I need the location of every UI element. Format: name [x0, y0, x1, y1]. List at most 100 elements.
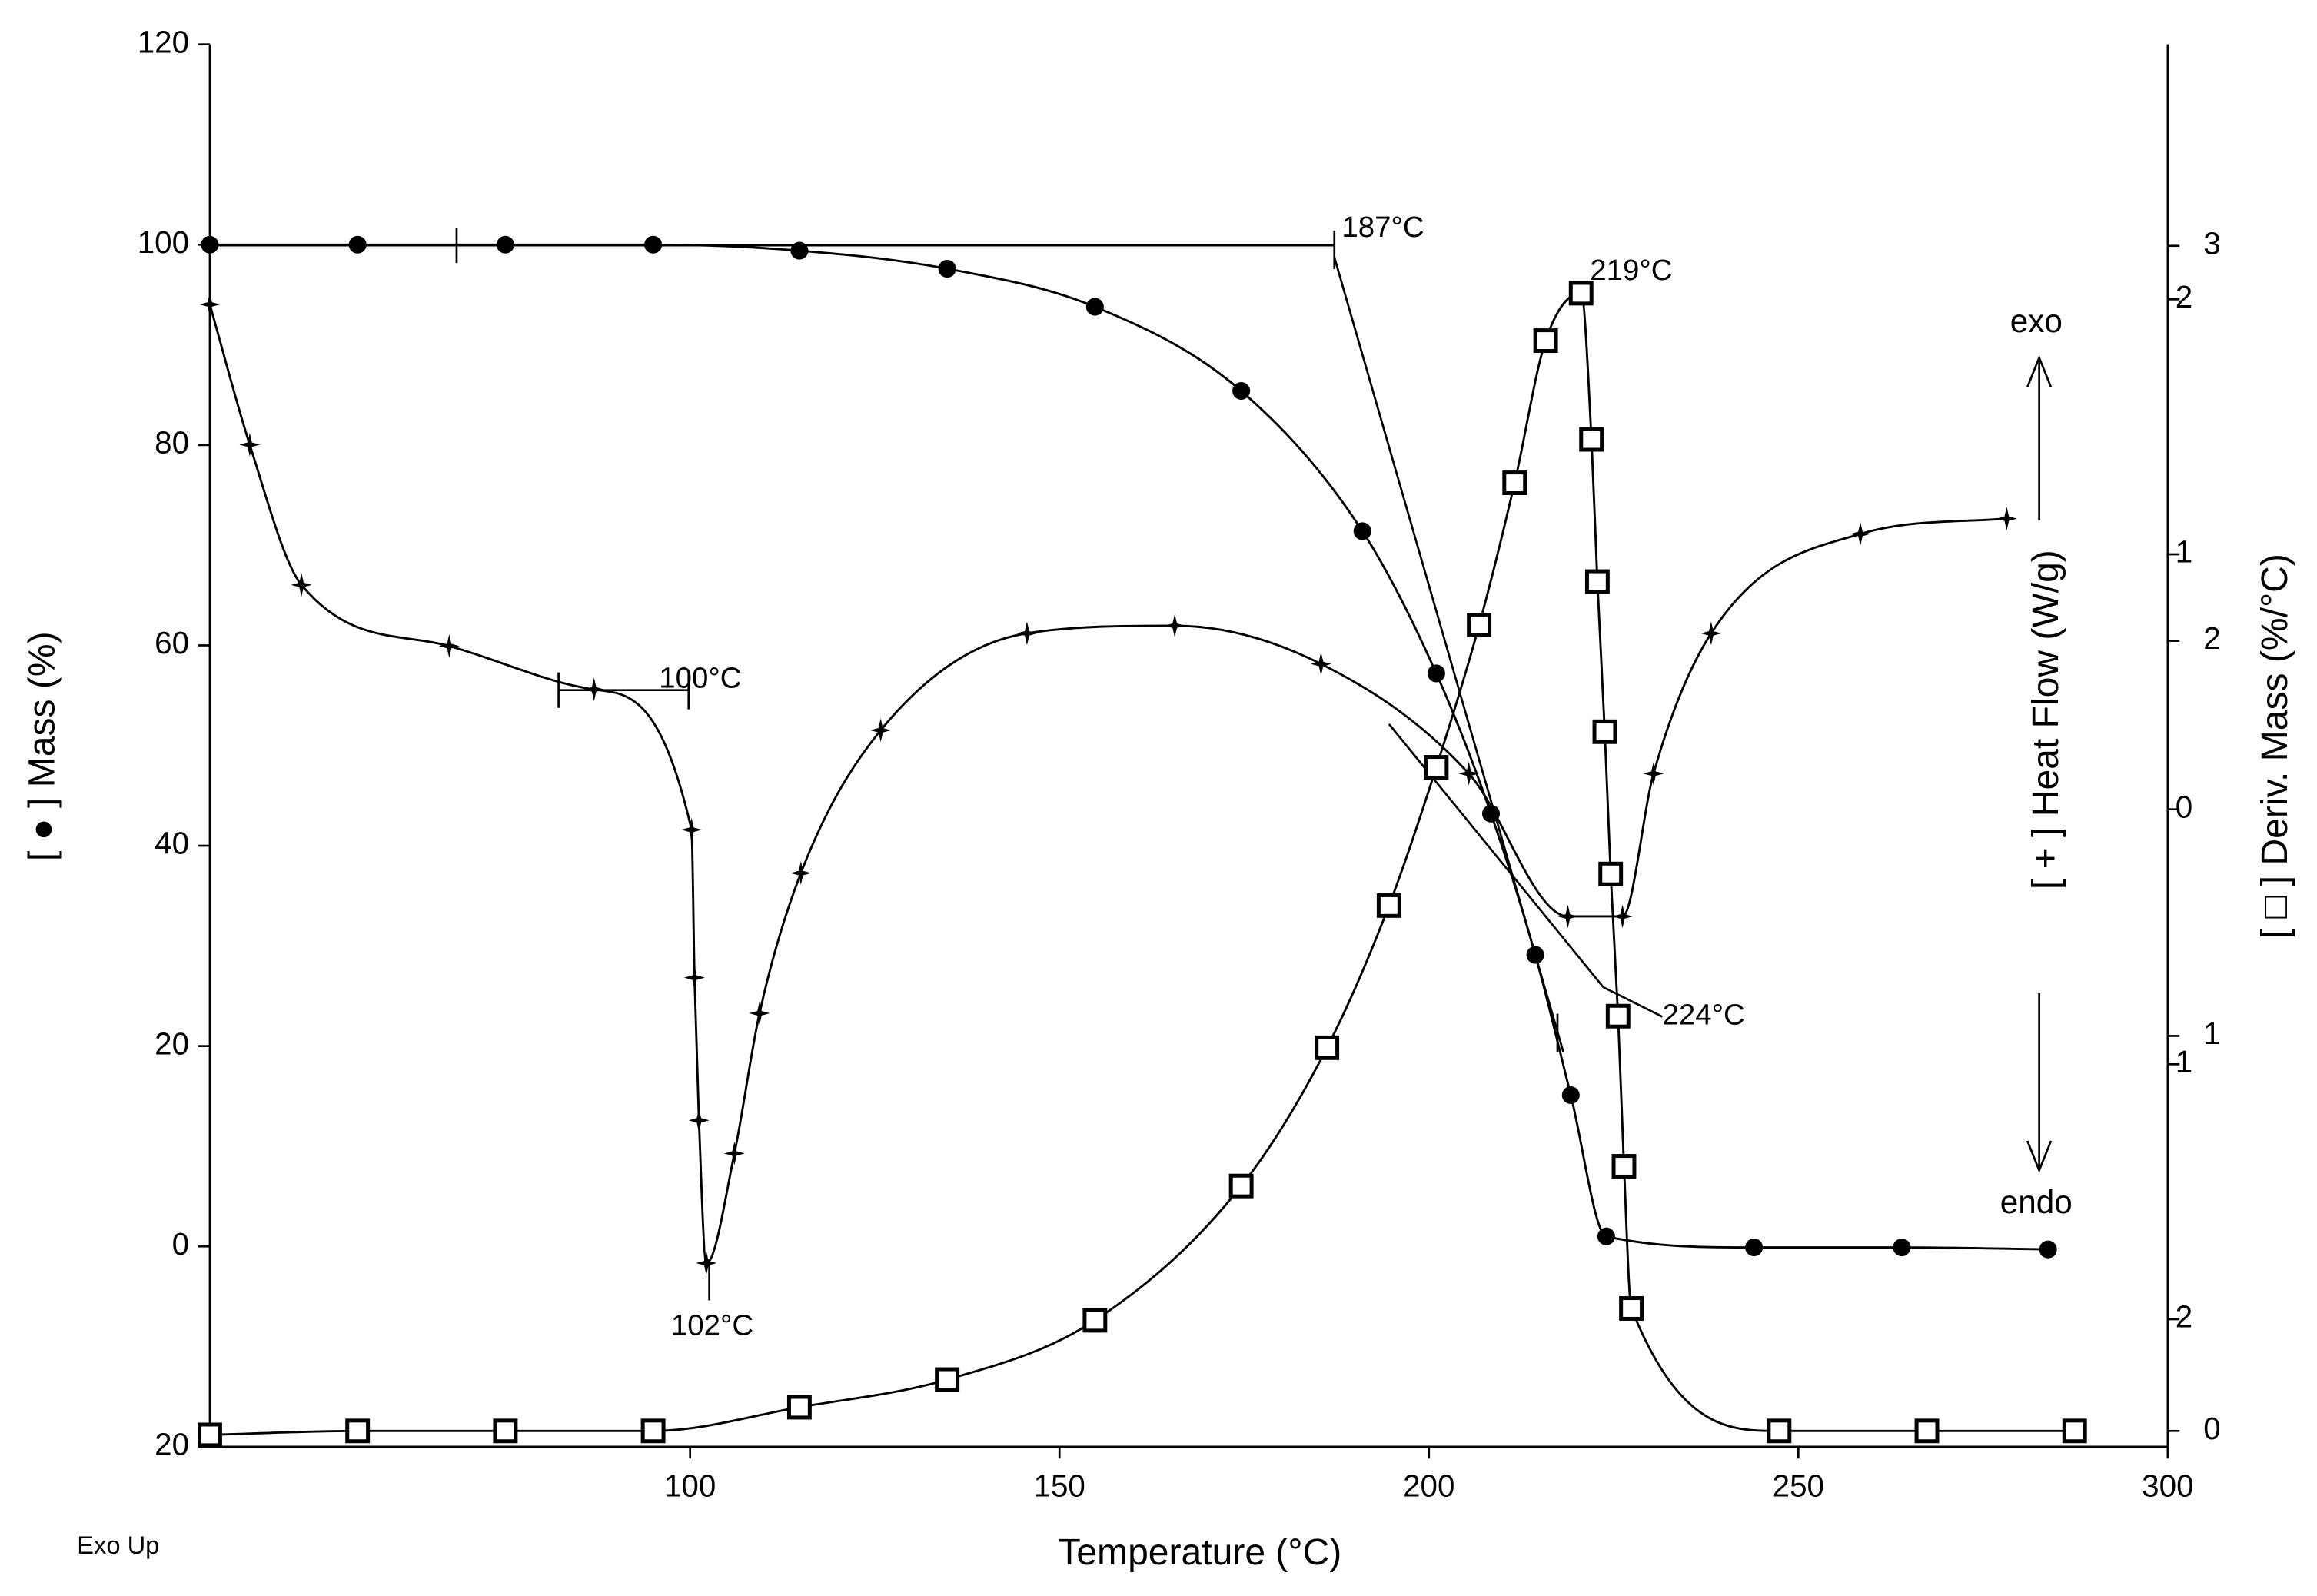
marker-square [345, 1418, 371, 1444]
marker-square [1467, 613, 1492, 637]
y-tick-label: 80 [155, 425, 189, 461]
marker-square [1502, 470, 1527, 496]
series-line [209, 243, 2049, 1251]
x-tick-label: 300 [2142, 1468, 2193, 1503]
marker-circle [790, 241, 809, 260]
marker-plus [1458, 761, 1480, 786]
marker-plus [1164, 613, 1185, 638]
y3-tick-label: 3 [2203, 225, 2220, 261]
marker-plus [1016, 621, 1038, 646]
marker-circle [1427, 664, 1445, 683]
marker-circle [644, 235, 663, 254]
tangent-line [1388, 723, 1604, 988]
y2-tick-label: 1 [2176, 1044, 2192, 1079]
marker-plus [1850, 522, 1871, 546]
y3-tick-label: 0 [2203, 1411, 2220, 1446]
annotation: exo [2010, 303, 2063, 339]
marker-plus [1310, 652, 1331, 677]
marker-square [197, 1422, 222, 1448]
marker-circle [1353, 522, 1371, 540]
marker-circle [1893, 1239, 1911, 1257]
marker-square [1914, 1418, 1940, 1444]
y-tick-label: 20 [155, 1426, 189, 1461]
marker-plus [870, 718, 892, 743]
marker-plus [199, 292, 221, 317]
marker-plus [1612, 904, 1634, 929]
marker-circle [938, 260, 956, 278]
series-line [209, 291, 2075, 1436]
y-tick-label: 0 [172, 1226, 189, 1262]
leader-line [1602, 986, 1664, 1018]
marker-plus [1996, 507, 2017, 530]
marker-square [935, 1367, 960, 1392]
marker-square [1598, 861, 1624, 886]
marker-square [1315, 1035, 1340, 1060]
marker-plus [291, 573, 312, 597]
marker-plus [239, 433, 261, 457]
exo-up-note: Exo Up [77, 1531, 159, 1559]
marker-square [640, 1418, 666, 1444]
marker-plus [583, 677, 605, 702]
annotation: endo [2000, 1184, 2073, 1220]
y2-tick-label: 2 [2176, 279, 2192, 314]
marker-plus [723, 1142, 745, 1165]
y3-tick-label: 2 [2203, 620, 2220, 656]
annotation: 187°C [1341, 211, 1424, 244]
marker-circle [201, 235, 219, 254]
marker-circle [1561, 1086, 1580, 1105]
y2-tick-label: 2 [2176, 1299, 2192, 1335]
marker-circle [1085, 298, 1104, 316]
marker-circle [1232, 381, 1251, 401]
marker-plus [790, 861, 812, 885]
marker-square [1584, 569, 1610, 594]
marker-circle [1745, 1239, 1764, 1257]
marker-square [493, 1418, 518, 1444]
annotation: 224°C [1662, 999, 1744, 1032]
marker-circle [496, 235, 514, 254]
marker-circle [348, 235, 367, 254]
x-tick-label: 100 [664, 1468, 716, 1503]
y-axis-title: [ ● ] Mass (%) [22, 631, 62, 861]
marker-square [1568, 281, 1594, 306]
series [201, 235, 2057, 1259]
y-tick-label: 60 [155, 625, 189, 660]
annotation: 102°C [671, 1308, 753, 1342]
series [199, 292, 2017, 1275]
marker-circle [1597, 1227, 1615, 1245]
annotation: 219°C [1590, 254, 1672, 287]
marker-circle [1526, 946, 1544, 964]
y2-tick-label: 1 [2176, 534, 2192, 570]
marker-circle [1481, 804, 1501, 823]
layout [208, 44, 2169, 1448]
y3-axis-title: [ □ ] Deriv. Mass (%/°C) [2255, 554, 2295, 939]
marker-square [1605, 1003, 1631, 1029]
arrow-head [2026, 1140, 2053, 1174]
marker-square [786, 1395, 812, 1420]
arrow-head [2026, 354, 2053, 388]
marker-square [1082, 1308, 1108, 1333]
annotation: 100°C [659, 661, 741, 694]
marker-square [1592, 719, 1617, 744]
marker-square [1579, 427, 1604, 452]
y3-tick-label: 1 [2203, 1016, 2220, 1051]
series [197, 281, 2087, 1448]
y-tick-label: 100 [138, 224, 189, 260]
marker-square [2062, 1418, 2087, 1444]
marker-square [1376, 893, 1401, 918]
marker-square [1619, 1296, 1644, 1321]
marker-plus [696, 1251, 717, 1275]
y2-axis-title: [ + ] Heat Flow (W/g) [2026, 550, 2066, 889]
x-tick-label: 200 [1403, 1468, 1454, 1503]
x-tick-label: 250 [1773, 1468, 1824, 1503]
series-line [208, 304, 2007, 1265]
y-tick-label: 20 [155, 1026, 189, 1061]
x-axis-title: Temperature (°C) [1058, 1532, 1341, 1573]
marker-square [1767, 1418, 1792, 1444]
marker-plus [749, 1001, 770, 1026]
marker-square [1611, 1154, 1637, 1179]
marker-plus [1700, 621, 1722, 646]
marker-plus [1643, 761, 1664, 786]
marker-circle [2039, 1240, 2057, 1259]
marker-plus [688, 1108, 710, 1132]
